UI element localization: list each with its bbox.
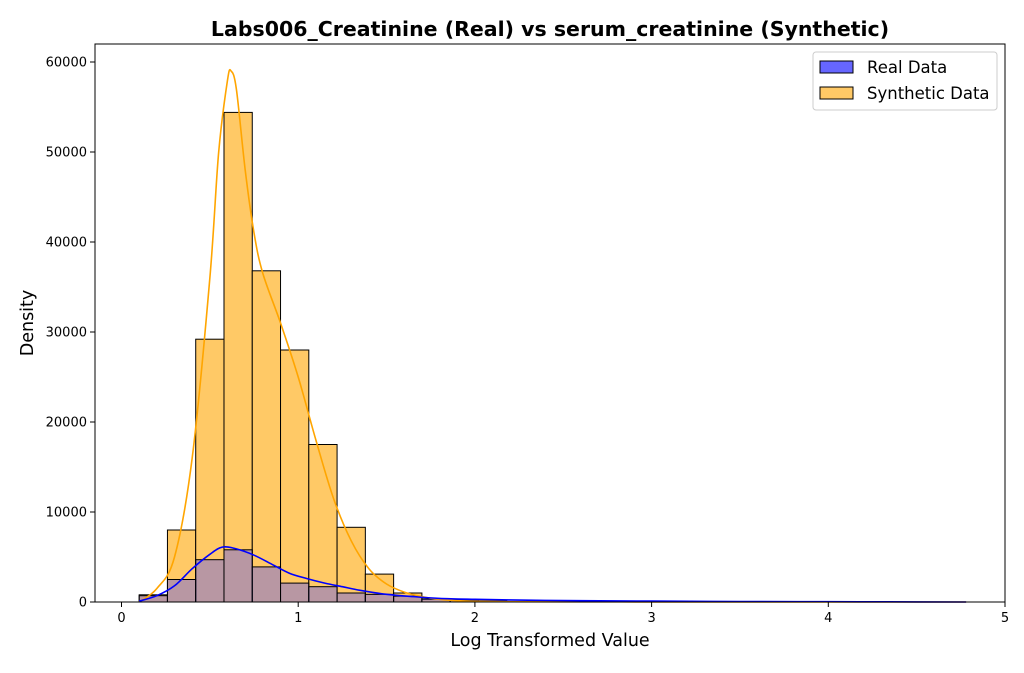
bar-real-7 — [336, 592, 366, 603]
bar-real-3 — [223, 549, 253, 603]
x-tick-label: 5 — [1001, 611, 1009, 626]
kde-line-real — [138, 546, 967, 603]
y-tick-label: 50000 — [46, 146, 87, 161]
bar-real-4 — [251, 566, 282, 603]
bar-real-6 — [308, 586, 338, 603]
bar-real-8 — [364, 593, 395, 603]
x-axis-label: Log Transformed Value — [450, 631, 649, 651]
bar-real-5 — [280, 582, 310, 603]
y-tick-label: 0 — [79, 596, 87, 611]
bar-synthetic-5 — [280, 349, 310, 603]
legend-swatch-real — [819, 60, 854, 74]
y-axis-label: Density — [18, 290, 38, 357]
bar-synthetic-4 — [251, 270, 282, 603]
bar-real-1 — [166, 579, 197, 603]
bar-real-2 — [195, 559, 225, 603]
legend-box — [812, 51, 998, 111]
chart-title: Labs006_Creatinine (Real) vs serum_creat… — [211, 17, 889, 41]
y-tick-label: 60000 — [46, 56, 87, 71]
x-tick-label: 4 — [824, 611, 832, 626]
legend-swatch-synthetic — [819, 86, 854, 100]
bar-synthetic-3 — [223, 111, 253, 603]
plot-frame — [94, 43, 1006, 603]
legend: Real Data Synthetic Data — [812, 51, 998, 111]
x-tick-label: 1 — [294, 611, 302, 626]
y-tick-label: 10000 — [46, 506, 87, 521]
bar-synthetic-6 — [308, 444, 338, 603]
y-axis-ticks: 0 10000 20000 30000 40000 50000 60000 — [46, 56, 95, 611]
y-tick-label: 30000 — [46, 326, 87, 341]
y-tick-label: 40000 — [46, 236, 87, 251]
legend-label-real: Real Data — [867, 58, 947, 77]
x-tick-label: 0 — [117, 611, 125, 626]
x-tick-label: 2 — [471, 611, 479, 626]
x-axis-ticks: 0 1 2 3 4 5 — [117, 602, 1009, 626]
legend-label-synthetic: Synthetic Data — [867, 84, 990, 103]
bars-layer — [138, 111, 508, 603]
x-tick-label: 3 — [647, 611, 655, 626]
y-tick-label: 20000 — [46, 416, 87, 431]
